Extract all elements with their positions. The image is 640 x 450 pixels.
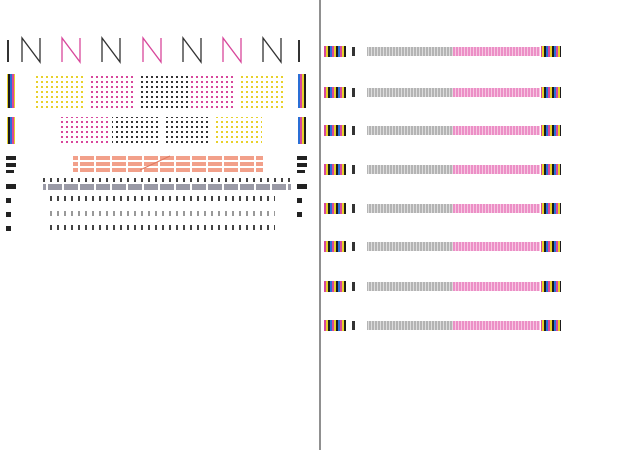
nozzle-row <box>324 241 561 252</box>
zigzag-row <box>21 36 282 64</box>
alignment-mark <box>139 155 171 171</box>
dash-row <box>45 225 275 230</box>
alignment-grid <box>73 156 263 172</box>
nozzle-row <box>324 46 561 57</box>
dash-row <box>45 211 275 216</box>
color-marker <box>7 117 15 144</box>
nozzle-row <box>324 320 561 331</box>
marker <box>7 40 9 62</box>
side-markers <box>6 156 307 231</box>
dash-row <box>45 196 275 201</box>
marker <box>298 40 300 62</box>
dot-blocks <box>60 117 262 145</box>
gray-bars <box>43 184 291 190</box>
nozzle-row <box>324 125 561 136</box>
nozzle-row <box>324 164 561 175</box>
nozzle-row <box>324 203 561 214</box>
color-marker <box>7 74 15 108</box>
nozzle-row <box>324 281 561 292</box>
nozzle-row <box>324 87 561 98</box>
dash-row <box>43 178 291 182</box>
color-marker <box>298 117 306 144</box>
dot-blocks <box>35 75 285 108</box>
color-marker <box>298 74 306 108</box>
